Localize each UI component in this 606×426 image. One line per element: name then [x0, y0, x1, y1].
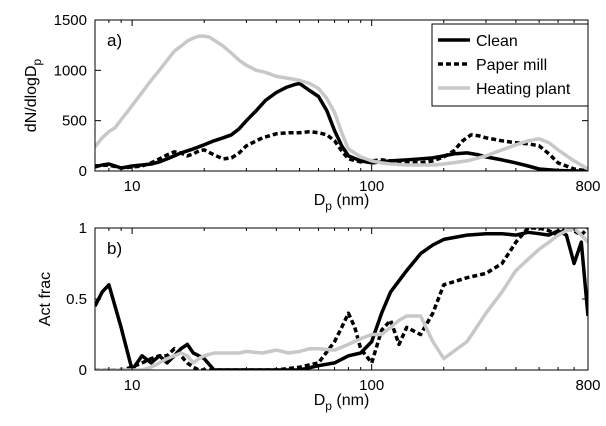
series-line-paper-mill [95, 129, 588, 171]
legend-label-clean: Clean [476, 33, 518, 50]
panel-label: b) [107, 239, 122, 258]
series-line-paper-mill [95, 228, 588, 370]
y-tick-label: 500 [62, 113, 87, 130]
y-tick-label: 1 [79, 220, 87, 237]
series-line-heating-plant [95, 34, 588, 171]
y-axis-title: Act frac [37, 272, 54, 326]
y-tick-label: 0 [79, 163, 87, 180]
legend-label-heating-plant: Heating plant [476, 81, 571, 98]
panel-label: a) [107, 31, 122, 50]
chart-panel-b: 10 100 800 0 0.5 1 b) Dp (nm) Act frac [37, 220, 601, 413]
x-tick-label: 800 [575, 178, 600, 195]
y-tick-label: 0.5 [66, 291, 87, 308]
x-tick-label: 100 [359, 377, 384, 394]
y-axis-title: dN/dlogDp [23, 58, 44, 132]
x-axis-title: Dp (nm) [314, 192, 370, 213]
x-tick-label: 10 [124, 178, 141, 195]
series-group [95, 34, 588, 171]
y-tick-label: 1500 [54, 12, 87, 29]
x-tick-label: 10 [124, 377, 141, 394]
series-group [95, 228, 588, 370]
chart-panel-a: 10 100 800 0 500 1000 1500 a) Dp (nm) dN/dlogDp Cl… [23, 12, 601, 213]
x-axis-title: Dp (nm) [314, 392, 370, 413]
legend-label-paper-mill: Paper mill [476, 57, 547, 74]
legend: Clean Paper mill Heating plant [431, 23, 589, 107]
x-tick-label: 800 [575, 377, 600, 394]
y-tick-label: 1000 [54, 62, 87, 79]
y-tick-label: 0 [79, 362, 87, 379]
x-tick-label: 100 [359, 178, 384, 195]
series-line-heating-plant [95, 228, 588, 370]
